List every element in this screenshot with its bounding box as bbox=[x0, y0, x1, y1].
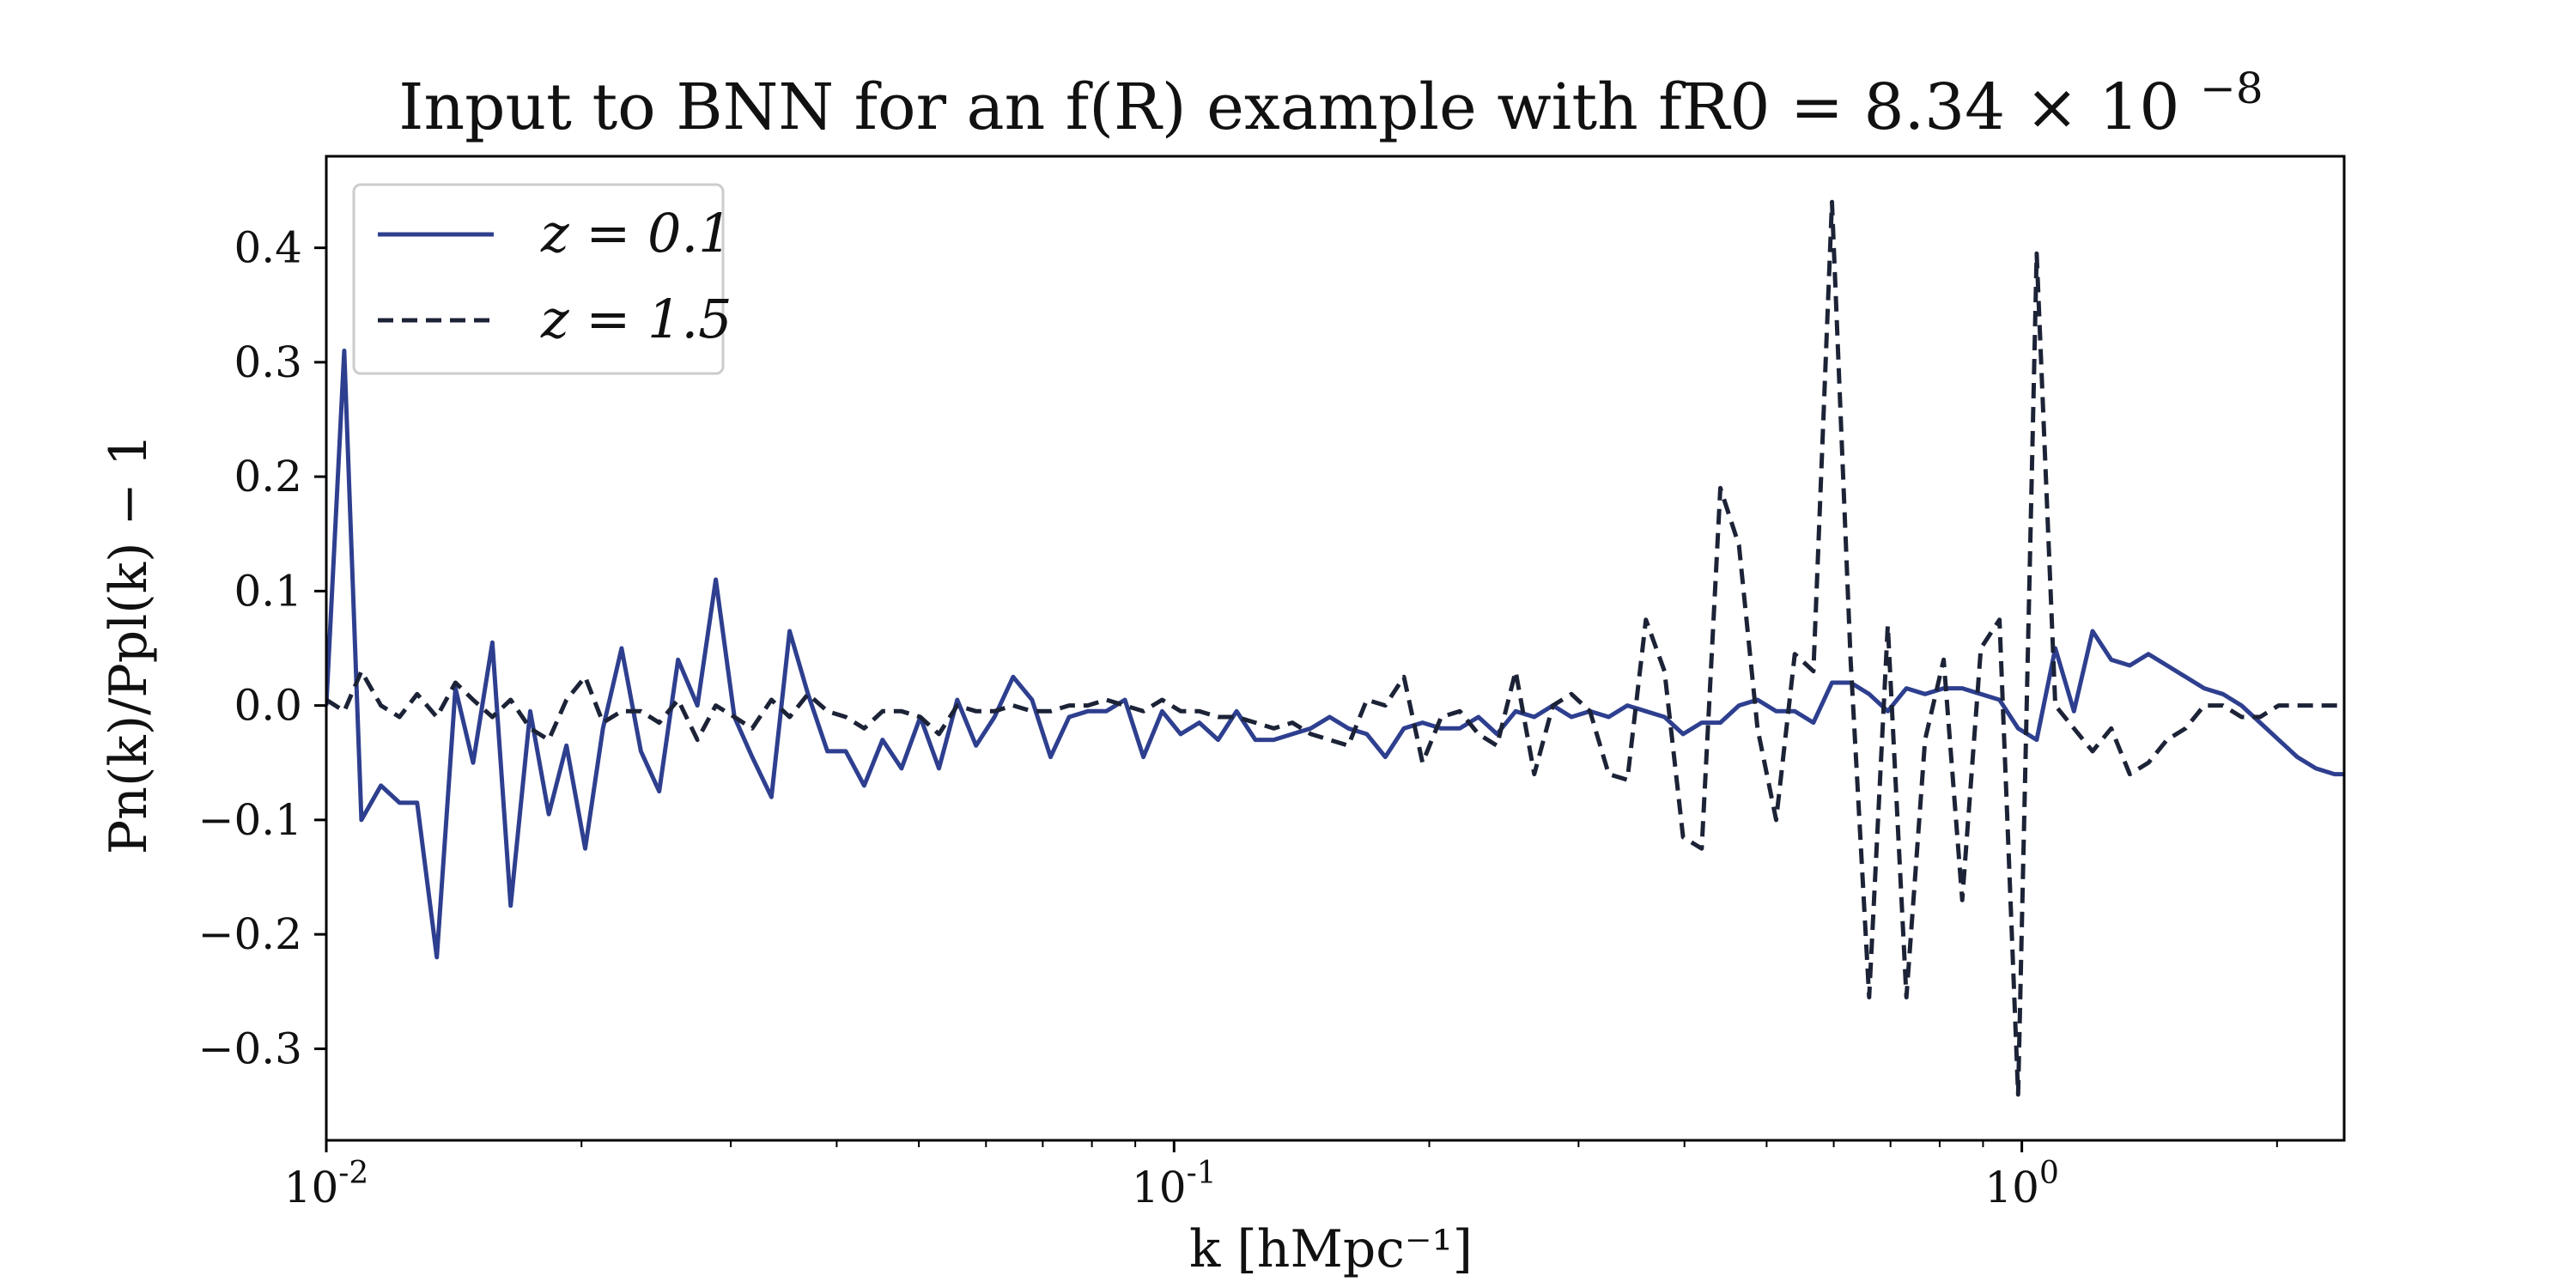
y-tick-label: −0.3 bbox=[198, 1024, 302, 1073]
series-line-0 bbox=[326, 349, 2344, 960]
series-group bbox=[326, 199, 2344, 1097]
series-line-1 bbox=[326, 199, 2344, 1097]
chart-title-exponent: −8 bbox=[2200, 64, 2263, 113]
legend-box bbox=[352, 183, 725, 375]
x-axis-label: k [hMpc⁻¹] bbox=[1189, 1219, 1473, 1279]
plot-frame bbox=[325, 155, 2346, 1142]
chart-title: Input to BNN for an f(R) example with fR… bbox=[398, 64, 2263, 144]
y-tick-label: 0.4 bbox=[234, 223, 302, 273]
y-tick-label: 0.2 bbox=[234, 452, 302, 501]
x-tick-label: 10-1 bbox=[1132, 1156, 1217, 1212]
y-tick-label: 0.1 bbox=[234, 566, 302, 616]
y-axis-label: Pn(k)/Ppl(k) − 1 bbox=[99, 434, 159, 854]
y-tick-label: 0.3 bbox=[234, 337, 302, 387]
plot-area: 0.4 0.3 0.2 0.1 0.0 −0.1 −0.2 −0.3 10-2 10-1 100 z … bbox=[198, 155, 2346, 1212]
x-tick-label: 10-2 bbox=[284, 1156, 369, 1212]
chart-title-main: Input to BNN for an f(R) example with fR… bbox=[398, 70, 2179, 144]
legend: z = 0.1 z = 1.5 bbox=[352, 183, 732, 375]
x-tick-label: 100 bbox=[1984, 1156, 2059, 1212]
legend-label-1: z = 1.5 bbox=[540, 288, 732, 350]
y-tick-label: −0.2 bbox=[198, 909, 302, 959]
y-tick-label: 0.0 bbox=[234, 681, 302, 731]
y-tick-label: −0.1 bbox=[198, 795, 302, 845]
legend-label-0: z = 0.1 bbox=[540, 202, 732, 264]
